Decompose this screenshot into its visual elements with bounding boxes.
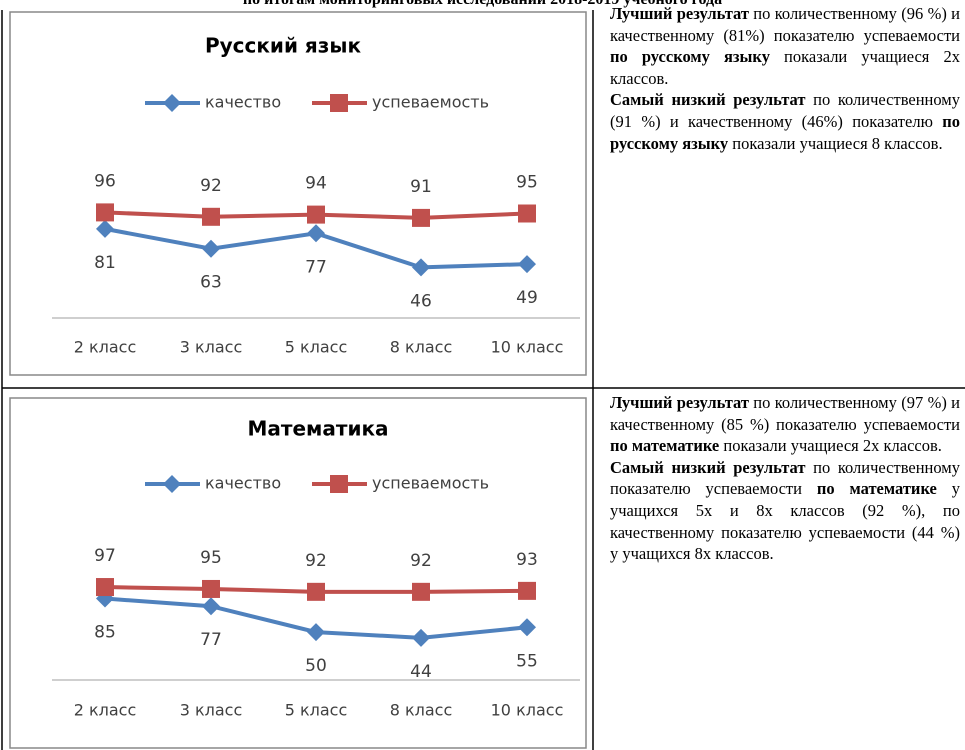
- x-tick-label: 3 класс: [180, 338, 243, 357]
- data-label: 97: [94, 546, 116, 566]
- chart-title: Русский язык: [205, 34, 362, 58]
- data-label: 91: [410, 177, 432, 197]
- marker: [412, 582, 430, 601]
- marker: [307, 224, 325, 243]
- marker: [518, 204, 536, 223]
- data-label: 63: [200, 273, 222, 293]
- text-run: по количественному (91 %) и качественном…: [610, 90, 960, 131]
- legend-label: успеваемость: [372, 474, 489, 493]
- text-run: по математике: [816, 479, 937, 499]
- data-label: 55: [516, 651, 538, 671]
- legend-label: успеваемость: [372, 93, 489, 112]
- marker: [96, 219, 114, 238]
- x-tick-label: 5 класс: [285, 701, 348, 720]
- marker: [96, 578, 114, 597]
- data-label: 44: [410, 662, 432, 682]
- text-run: по математике: [610, 436, 720, 456]
- marker: [518, 255, 536, 274]
- data-label: 94: [305, 174, 327, 194]
- legend-marker: [330, 94, 348, 112]
- text-run: Лучший результат: [610, 4, 749, 23]
- marker: [307, 205, 325, 224]
- marker: [307, 582, 325, 601]
- data-label: 49: [516, 288, 538, 308]
- data-label: 77: [200, 630, 222, 650]
- marker: [202, 579, 220, 598]
- chart-frame: [9, 11, 587, 376]
- x-tick-label: 8 класс: [390, 338, 453, 357]
- text-run: по русскому языку: [610, 111, 960, 153]
- text-run: по количественному (97 %) и качественном…: [610, 393, 960, 434]
- marker: [412, 628, 430, 647]
- text-run: Самый низкий результат: [610, 90, 806, 110]
- marker: [202, 597, 220, 616]
- paragraph: Самый низкий результат по количественном…: [610, 457, 960, 565]
- x-tick-label: 2 класс: [74, 701, 137, 720]
- data-label: 77: [305, 257, 327, 277]
- data-label: 81: [94, 253, 116, 273]
- text-run: по русскому языку: [610, 47, 770, 67]
- header-title: по итогам мониторинговых исследований 20…: [0, 0, 965, 9]
- data-label: 46: [410, 291, 432, 311]
- x-tick-label: 10 класс: [491, 338, 564, 357]
- data-label: 93: [516, 550, 538, 570]
- data-label: 95: [516, 173, 538, 193]
- x-tick-label: 10 класс: [491, 701, 564, 720]
- chart-frame: [9, 397, 587, 749]
- marker: [202, 207, 220, 226]
- legend-label: качество: [205, 93, 281, 112]
- chart-title: Математика: [247, 417, 388, 441]
- legend-marker: [163, 94, 181, 112]
- paragraph: Самый низкий результат по количественном…: [610, 89, 960, 154]
- marker: [307, 623, 325, 642]
- paragraph: Лучший результат по количественному (97 …: [610, 392, 960, 457]
- text-run: по количественному показателю успеваемос…: [610, 457, 960, 499]
- text-run: показали учащиеся 2х классов.: [719, 436, 942, 456]
- data-label: 95: [200, 548, 222, 568]
- x-tick-label: 5 класс: [285, 338, 348, 357]
- marker: [412, 208, 430, 227]
- text-run: показали учащиеся 8 классов.: [728, 133, 943, 153]
- marker: [518, 581, 536, 600]
- text-run: Самый низкий результат: [610, 457, 806, 477]
- data-label: 50: [305, 656, 327, 676]
- x-tick-label: 2 класс: [74, 338, 137, 357]
- marker: [412, 258, 430, 277]
- data-label: 96: [94, 171, 116, 191]
- marker: [96, 203, 114, 222]
- x-tick-label: 3 класс: [180, 701, 243, 720]
- data-label: 85: [94, 623, 116, 643]
- data-label: 92: [410, 551, 432, 571]
- paragraph: Лучший результат по количественному (96 …: [610, 3, 960, 89]
- legend-marker: [163, 475, 181, 493]
- legend-label: качество: [205, 474, 281, 493]
- text-run: у учащихся 5х и 8х классов (92 %), по ка…: [610, 479, 960, 564]
- marker: [202, 239, 220, 258]
- note: Лучший результат по количественному (97 …: [610, 392, 960, 565]
- data-label: 92: [200, 176, 222, 196]
- note: Лучший результат по количественному (96 …: [610, 3, 960, 154]
- legend-marker: [330, 475, 348, 493]
- x-tick-label: 8 класс: [390, 701, 453, 720]
- data-label: 92: [305, 551, 327, 571]
- text-run: показали учащиеся 2х классов.: [610, 47, 960, 88]
- text-run: Лучший результат: [610, 393, 749, 412]
- text-run: по количественному (96 %) и качественном…: [610, 4, 960, 45]
- marker: [518, 618, 536, 637]
